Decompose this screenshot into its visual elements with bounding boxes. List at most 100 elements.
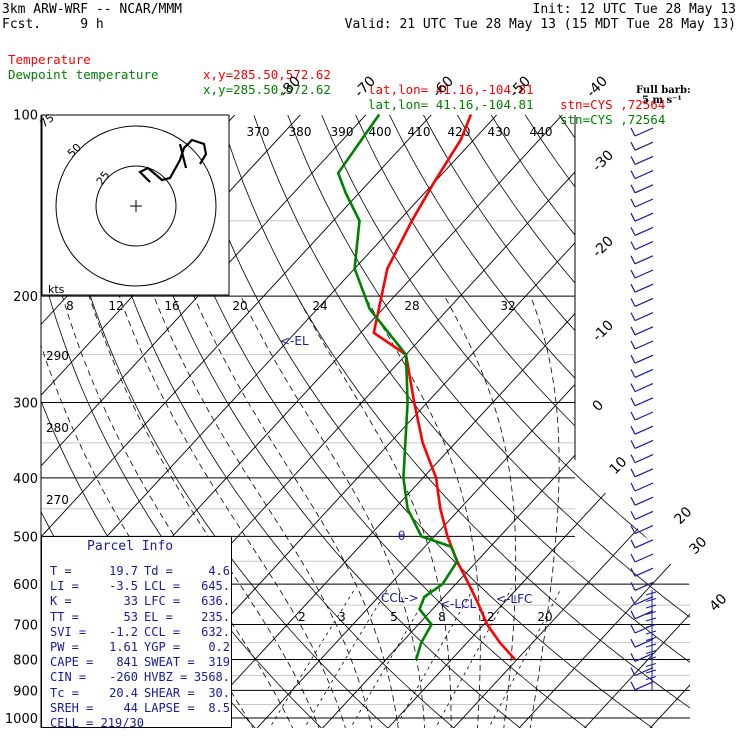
wind-barb — [634, 525, 654, 535]
parcel-key: CCL = — [144, 624, 181, 639]
theta-label: 380 — [289, 125, 312, 139]
hodograph-ring — [55, 125, 217, 287]
isotherm-line — [385, 115, 690, 728]
wind-barb — [634, 638, 654, 648]
wind-barb — [630, 241, 636, 250]
theta-label: 370 — [247, 125, 270, 139]
mixing-ratio-line — [302, 588, 389, 728]
wind-barb — [634, 170, 654, 180]
mixing-ratio-label: 8 — [66, 299, 74, 313]
dry-adiabat — [490, 115, 690, 728]
isotherm-label: -80 — [277, 73, 304, 100]
full-barb-label: Full barb: — [636, 85, 691, 96]
wind-barb — [630, 525, 636, 534]
isotherm-line — [581, 115, 690, 728]
full-barb-unit: 5 m s⁻¹ — [642, 95, 682, 106]
wind-barb — [645, 630, 657, 635]
parcel-value: -260 — [109, 670, 138, 685]
wind-barb — [630, 227, 636, 236]
isotherm-label: -30 — [590, 147, 617, 174]
mixing-ratio-label: 12 — [108, 299, 123, 313]
isotherm-line — [319, 115, 690, 728]
wind-barb — [630, 326, 636, 336]
wind-barb — [634, 425, 654, 435]
wind-barb — [645, 604, 657, 609]
mixing-ratio-label: 3 — [338, 610, 346, 624]
parcel-info-row: K = 33 LFC = 636. — [50, 594, 230, 608]
wind-barb — [634, 667, 654, 677]
valid-time: Valid: 21 UTC Tue 28 May 13 (15 MDT Tue … — [344, 17, 736, 32]
parcel-key: Td = — [144, 564, 173, 578]
theta-label: 440 — [530, 125, 553, 139]
isotherm-line — [647, 115, 690, 728]
parcel-info-row: CELL = 219/30 — [50, 716, 144, 730]
wind-barb — [634, 539, 654, 549]
wind-barb — [634, 354, 654, 364]
parcel-key: YGP = — [144, 640, 181, 654]
parcel-value: 219/30 — [93, 716, 144, 730]
wind-barb — [634, 496, 654, 506]
isotherm-label: 40 — [707, 591, 731, 615]
init-time: Init: 12 UTC Tue 28 May 13 — [532, 2, 737, 17]
moist-adiabat — [119, 296, 347, 728]
hodograph-trace — [138, 138, 208, 183]
theta-label: 430 — [488, 125, 511, 139]
parcel-key: LFC = — [144, 594, 181, 609]
wind-barb — [630, 354, 636, 364]
wind-barb — [634, 226, 654, 236]
pressure-tick-label: 300 — [13, 396, 38, 411]
wind-barb — [634, 155, 654, 165]
wind-barb — [634, 312, 654, 322]
wind-barb — [634, 652, 654, 662]
isotherm-label: -20 — [590, 233, 617, 260]
parcel-key: LCL = — [144, 579, 181, 594]
temperature-legend-label: Temperature — [8, 52, 91, 67]
level-label: <-LCL — [440, 597, 476, 611]
parcel-value: 235. — [201, 609, 230, 624]
model-title: 3km ARW-WRF -- NCAR/MMM — [2, 2, 183, 17]
parcel-key: TT = — [50, 609, 79, 624]
parcel-info-row: LI = -3.5 LCL = 645. — [50, 579, 230, 593]
dry-adiabat — [388, 115, 690, 728]
parcel-value: 632. — [201, 624, 230, 639]
wind-barb — [630, 312, 636, 321]
moist-adiabat — [193, 296, 400, 728]
temperature-legend-row: Temperature x,y=285.50,572.62 lat,lon= 4… — [0, 37, 740, 112]
wind-barb — [630, 141, 636, 151]
wind-barb — [645, 656, 657, 661]
wind-barb — [630, 468, 636, 478]
pressure-tick-label: 400 — [13, 472, 38, 487]
parcel-key: SHEAR = — [144, 685, 195, 700]
wind-barb — [630, 681, 636, 691]
wind-barb — [630, 624, 636, 634]
dewpoint-xy: x,y=285.50,572.62 — [203, 82, 331, 97]
wind-barb — [630, 156, 636, 165]
temperature-trace — [372, 114, 516, 661]
parcel-info-row: SVI = -1.2 CCL = 632. — [50, 625, 230, 639]
dry-adiabat — [83, 115, 458, 728]
parcel-value: 636. — [201, 594, 230, 609]
temperature-station: stn=CYS ,72564 — [560, 97, 666, 112]
wind-barb — [630, 610, 636, 620]
parcel-info-row: SREH = 44 LAPSE = 8.5 — [50, 701, 230, 715]
wind-barb — [630, 298, 636, 307]
parcel-info-title: Parcel Info — [87, 539, 174, 554]
wind-barb — [634, 596, 654, 606]
wind-barb — [634, 255, 654, 265]
dry-adiabat — [558, 115, 690, 728]
moist-adiabat — [153, 296, 373, 728]
dry-adiabat — [524, 115, 690, 728]
wind-barb — [645, 643, 657, 648]
theta-label: 290 — [46, 349, 69, 363]
isotherm-line — [41, 115, 458, 728]
parcel-key: HVBZ = — [144, 670, 188, 685]
level-label: <-LFC — [496, 592, 532, 606]
theta-label: 280 — [46, 421, 69, 435]
dry-adiabat — [592, 115, 690, 728]
dewpoint-station: stn=CYS ,72564 — [560, 112, 666, 127]
wind-barb — [634, 297, 654, 307]
wind-barb — [634, 269, 654, 279]
wind-barb — [630, 411, 636, 421]
pressure-tick-label: 1000 — [5, 712, 38, 727]
wind-barb — [634, 439, 654, 449]
